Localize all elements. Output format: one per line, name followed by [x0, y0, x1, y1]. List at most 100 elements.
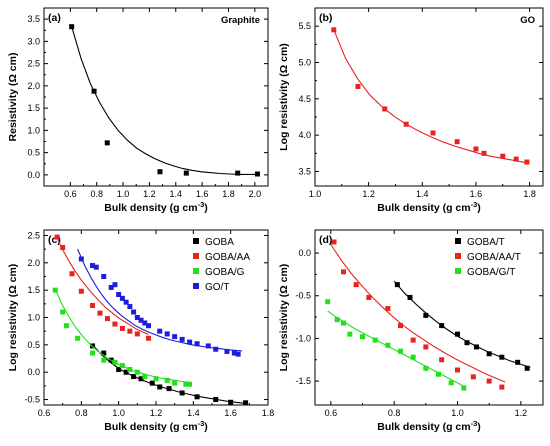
x-tick-label: 1.8	[222, 189, 235, 199]
x-axis-label: Bulk density (g cm-3)	[104, 200, 208, 214]
data-point	[341, 320, 346, 326]
data-point	[341, 269, 346, 275]
data-point	[334, 317, 340, 323]
y-tick-label: 0.5	[27, 340, 40, 350]
y-axis-label: Resistivity (Ω cm)	[7, 53, 19, 142]
x-tick-label: 1.4	[187, 408, 200, 418]
data-point	[410, 354, 416, 360]
data-point	[183, 381, 189, 387]
x-axis-label: Bulk density (g cm-3)	[377, 419, 481, 433]
data-point	[228, 399, 234, 405]
x-tick-label: 1.6	[224, 408, 237, 418]
x-axis-label-text: Bulk density (g cm	[104, 421, 197, 433]
data-point	[461, 385, 467, 391]
data-point	[355, 83, 361, 89]
data-point	[331, 27, 337, 33]
data-point	[69, 24, 75, 30]
data-point	[353, 282, 359, 288]
x-axis-label-end: )	[204, 202, 208, 214]
legend-label: GOBA	[205, 237, 234, 248]
x-tick-label: 1.2	[150, 408, 163, 418]
legend-marker	[455, 238, 461, 244]
data-point	[52, 287, 58, 293]
data-point	[394, 282, 400, 288]
y-tick-label: 3.5	[27, 14, 40, 24]
y-tick-label: 0.0	[27, 170, 40, 180]
x-axis-label-sup: -3	[198, 419, 205, 428]
x-axis-label: Bulk density (g cm-3)	[377, 200, 481, 214]
y-axis-label: Log resistivity (Ω cm)	[7, 264, 19, 372]
y-tick-label: 1.0	[27, 125, 40, 135]
y-tick-label: 1.0	[27, 313, 40, 323]
data-point	[127, 328, 133, 334]
data-point	[78, 256, 84, 262]
data-point	[138, 317, 144, 323]
x-tick-label: 0.8	[388, 408, 401, 418]
panel-label: (a)	[48, 12, 61, 24]
data-point	[423, 365, 429, 371]
data-point	[398, 323, 403, 329]
data-point	[194, 394, 200, 400]
data-point	[213, 397, 219, 403]
data-point	[515, 359, 521, 365]
data-point	[213, 346, 219, 352]
data-point	[108, 284, 114, 290]
y-tick-label: 0.0	[27, 367, 40, 377]
x-tick-label: 1.6	[470, 189, 483, 199]
x-tick-label: 1.0	[451, 408, 464, 418]
data-point	[430, 130, 436, 136]
data-point	[157, 328, 163, 334]
y-tick-label: 1.5	[27, 285, 40, 295]
legend-marker	[193, 268, 199, 274]
data-point	[93, 264, 99, 270]
panel-title: GO	[520, 15, 535, 26]
y-tick-label: 5.5	[298, 21, 311, 31]
legend-label: GOBA/T	[467, 237, 505, 248]
y-tick-label: 2.0	[27, 81, 40, 91]
data-point	[455, 367, 460, 373]
panel-label: (b)	[319, 12, 332, 24]
data-point	[398, 348, 403, 354]
data-point	[134, 315, 140, 320]
data-point	[254, 171, 260, 177]
legend-label: GOBA/AA	[205, 252, 250, 263]
chart-panel-b: 1.0 1.2 1.4 1.6 1.8 3.5 4.0 4.5 5.0 5.5 Bulk densi…	[278, 7, 544, 214]
data-point	[372, 337, 378, 343]
data-point	[439, 357, 445, 363]
data-point	[164, 377, 170, 383]
data-point	[119, 295, 125, 301]
data-point	[410, 337, 416, 343]
data-point	[134, 331, 140, 337]
data-point	[500, 153, 506, 159]
data-point	[142, 320, 148, 326]
legend-marker	[193, 253, 199, 259]
x-tick-label: 1.0	[117, 189, 130, 199]
legend-label: GOBA/G	[205, 267, 245, 278]
y-tick-label: -0.5	[24, 395, 40, 405]
data-point	[146, 323, 152, 329]
data-point	[131, 309, 137, 315]
x-tick-label: 0.8	[75, 408, 88, 418]
data-point	[75, 335, 81, 341]
legend-marker	[193, 238, 199, 244]
data-point	[90, 302, 96, 308]
data-point	[235, 351, 241, 357]
x-axis-label-text: Bulk density (g cm	[377, 202, 470, 214]
data-point	[325, 299, 331, 305]
data-point	[331, 239, 337, 245]
data-point	[91, 88, 97, 94]
data-point	[90, 263, 96, 269]
x-tick-label: 1.2	[143, 189, 156, 199]
legend-label: GOBA/AA/T	[467, 252, 521, 263]
y-tick-label: 1.5	[27, 103, 40, 113]
data-point	[524, 365, 530, 371]
data-point	[347, 331, 353, 337]
x-axis-label-text: Bulk density (g cm	[104, 202, 197, 214]
data-point	[473, 146, 479, 152]
data-point	[112, 359, 118, 365]
y-tick-label: 5.0	[298, 57, 311, 67]
data-point	[436, 371, 441, 377]
data-point	[119, 325, 125, 331]
data-point	[63, 323, 69, 329]
data-point	[127, 366, 133, 372]
